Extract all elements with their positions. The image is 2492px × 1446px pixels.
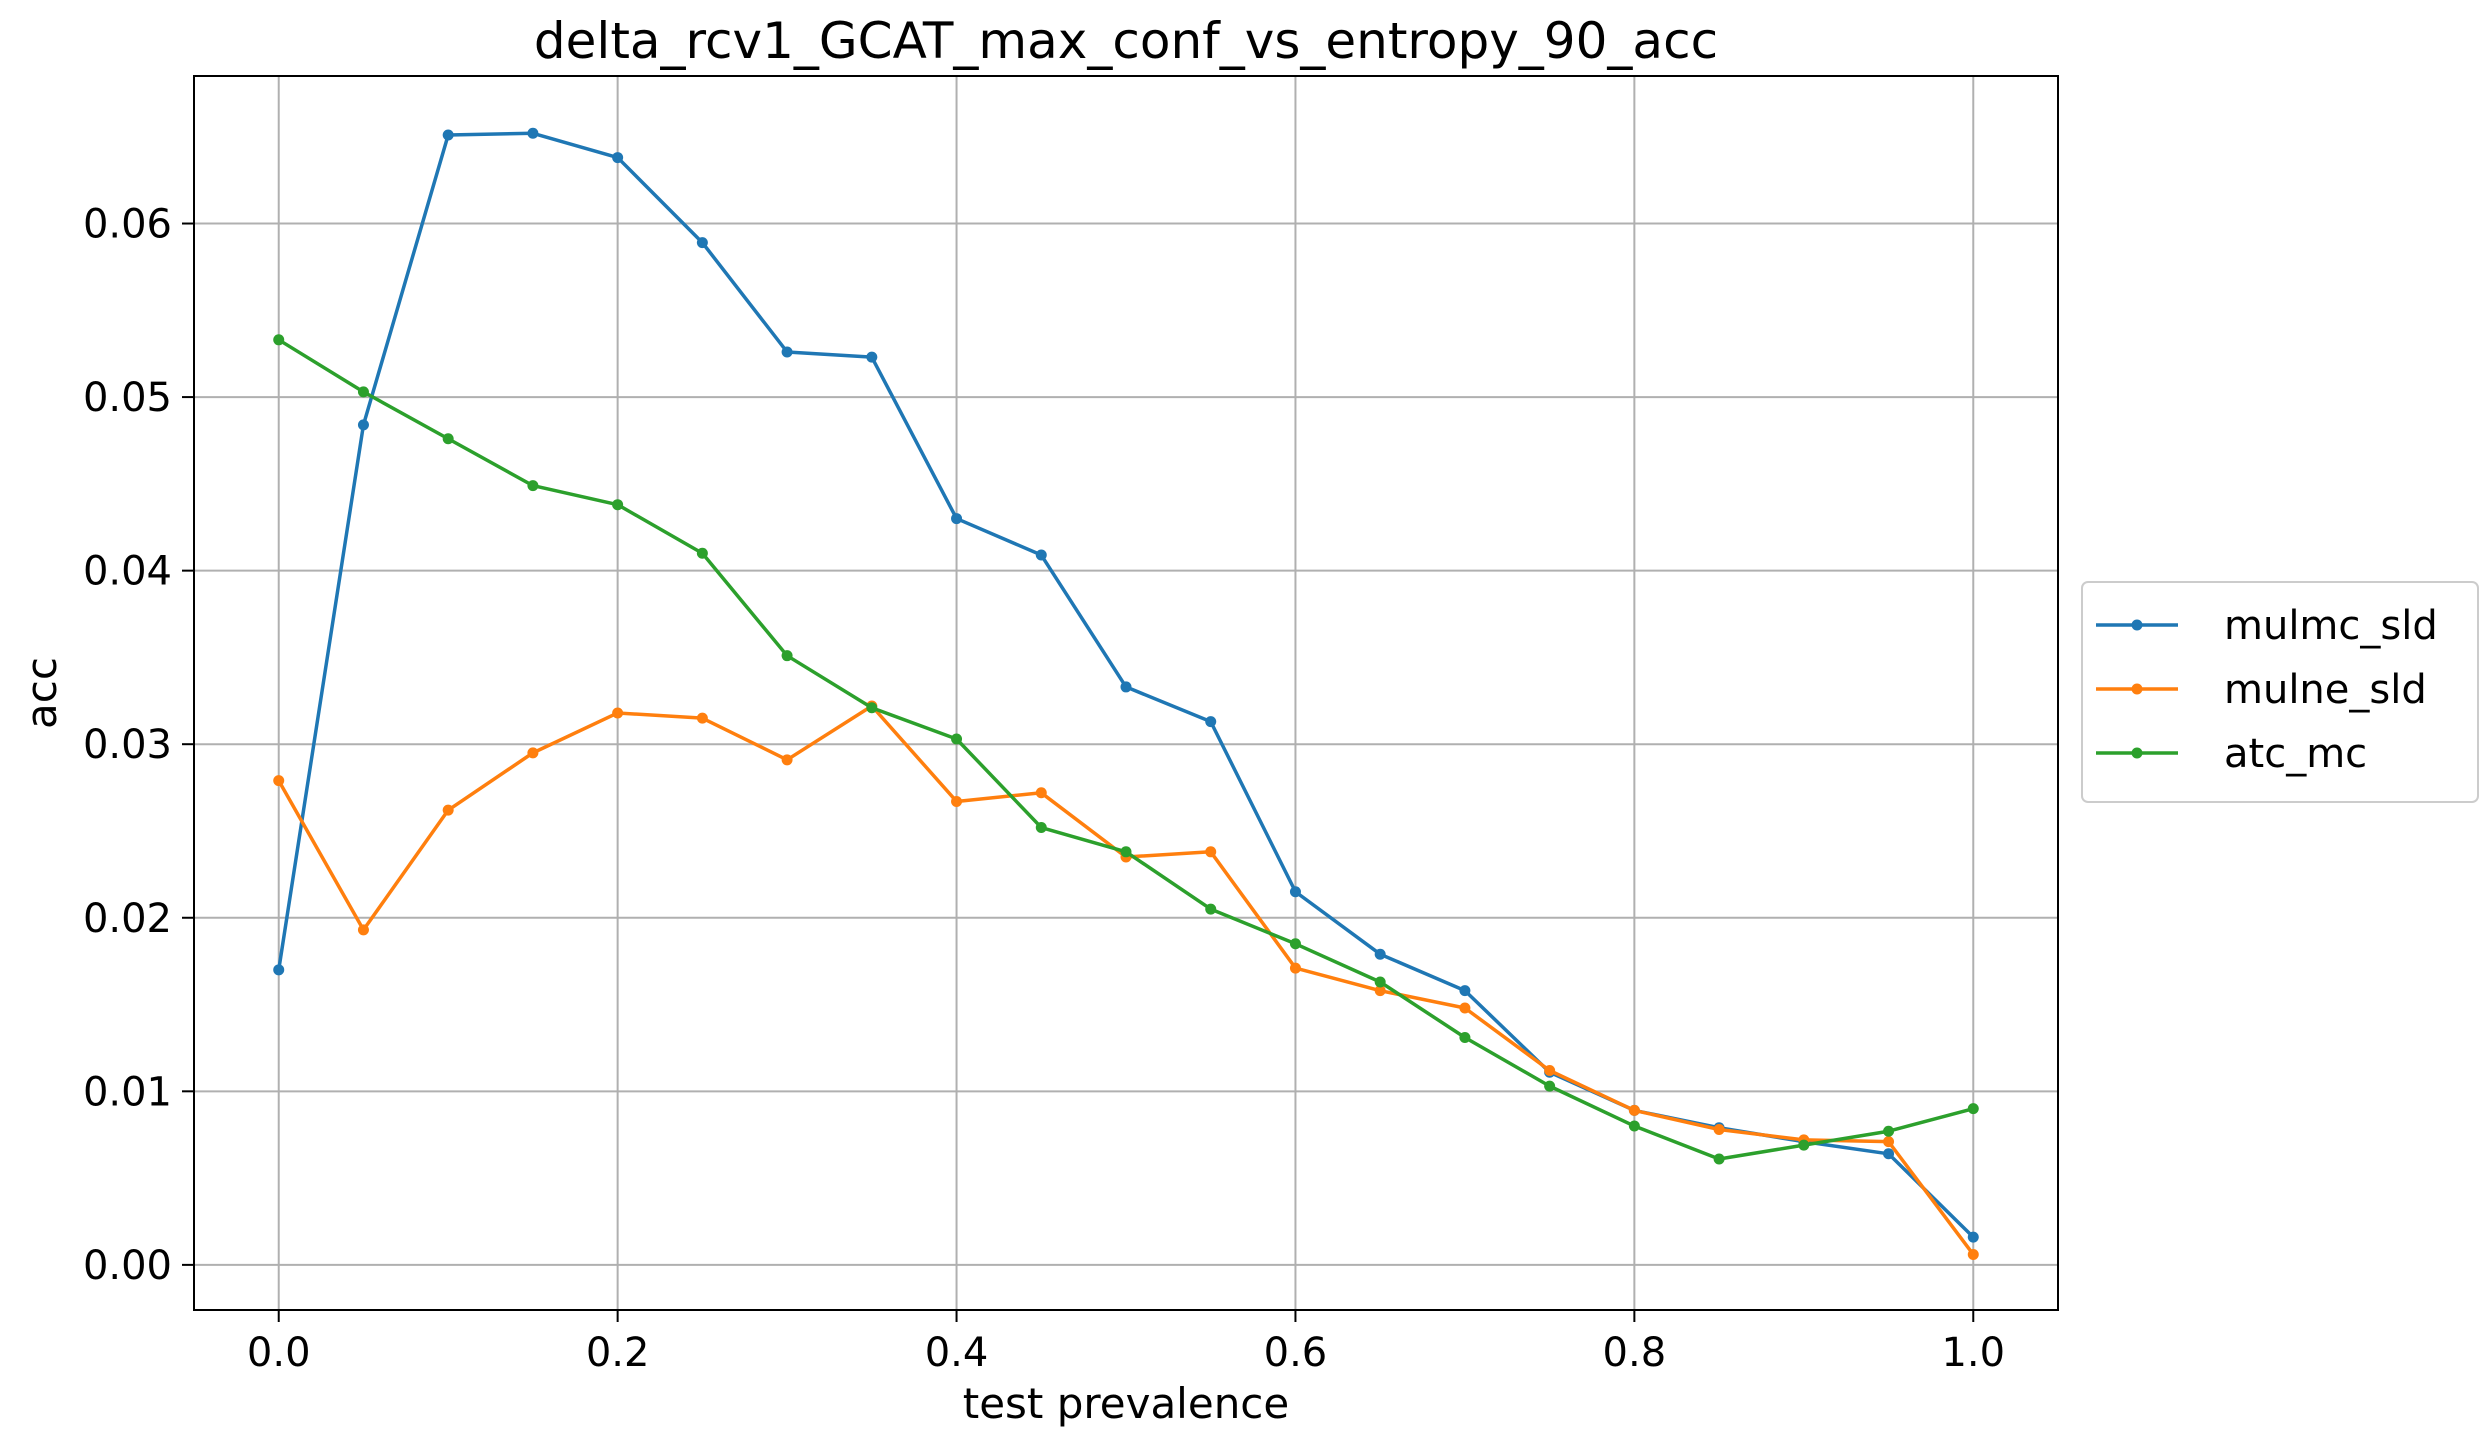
data-point <box>1289 886 1301 898</box>
data-point <box>357 924 369 936</box>
x-tick-label: 1.0 <box>1941 1330 2005 1376</box>
data-point <box>866 702 878 714</box>
legend-label: mulne_sld <box>2224 667 2427 713</box>
legend-marker <box>2131 683 2143 695</box>
legend: mulmc_sld mulne_sld atc_mc <box>2081 581 2479 803</box>
data-point <box>781 754 793 766</box>
data-point <box>357 386 369 398</box>
x-tick-label: 0.4 <box>925 1330 989 1376</box>
data-point <box>1035 549 1047 561</box>
x-tick-label: 0.0 <box>247 1330 311 1376</box>
data-point <box>442 804 454 816</box>
data-point <box>1713 1153 1725 1165</box>
data-point <box>1289 962 1301 974</box>
data-point <box>442 433 454 445</box>
data-point <box>1883 1136 1895 1148</box>
y-tick-label: 0.04 <box>83 549 172 595</box>
data-point <box>1120 681 1132 693</box>
data-point <box>357 419 369 431</box>
data-point <box>1459 1002 1471 1014</box>
legend-item: mulmc_sld <box>2096 603 2438 649</box>
y-tick-label: 0.06 <box>83 202 172 248</box>
data-point <box>442 129 454 141</box>
series-line <box>277 704 1975 1256</box>
y-tick-label: 0.02 <box>83 896 172 942</box>
plot-area-frame <box>193 75 2059 1311</box>
x-tick-label: 0.8 <box>1603 1330 1667 1376</box>
y-tick-label: 0.01 <box>83 1069 172 1115</box>
data-point <box>696 237 708 249</box>
data-point <box>1967 1248 1979 1260</box>
axis-ticks: 0.0 0.2 0.4 0.6 0.8 1.0 0.00 0.01 0.02 0.03 0.04 0.… <box>83 202 2005 1376</box>
data-point <box>1459 985 1471 997</box>
data-point <box>1205 846 1217 858</box>
data-point <box>781 346 793 358</box>
data-point <box>696 547 708 559</box>
legend-items: mulmc_sld mulne_sld atc_mc <box>2096 603 2438 777</box>
data-point <box>1035 787 1047 799</box>
y-tick-label: 0.00 <box>83 1243 172 1289</box>
data-point <box>1628 1120 1640 1132</box>
legend-item: atc_mc <box>2096 731 2367 777</box>
data-point <box>612 499 624 511</box>
data-point <box>1205 716 1217 728</box>
data-point <box>1713 1123 1725 1135</box>
data-point <box>527 480 539 492</box>
data-point <box>1883 1125 1895 1137</box>
data-point <box>1035 822 1047 834</box>
legend-marker <box>2131 619 2143 631</box>
data-point <box>951 733 963 745</box>
data-point <box>527 127 539 139</box>
series-mulmc_sld <box>273 127 1979 1243</box>
data-point <box>273 964 285 976</box>
data-point <box>696 712 708 724</box>
legend-label: mulmc_sld <box>2224 603 2438 649</box>
data-point <box>1967 1231 1979 1243</box>
data-point <box>1120 846 1132 858</box>
series-atc_mc <box>273 334 1979 1165</box>
data-point <box>612 152 624 164</box>
data-point <box>1374 985 1386 997</box>
legend-item: mulne_sld <box>2096 667 2427 713</box>
y-tick-label: 0.05 <box>83 375 172 421</box>
data-point <box>1459 1032 1471 1044</box>
data-point <box>951 795 963 807</box>
data-point <box>273 775 285 787</box>
legend-label: atc_mc <box>2224 731 2367 777</box>
data-point <box>273 334 285 346</box>
data-point <box>1628 1104 1640 1116</box>
x-tick-label: 0.6 <box>1264 1330 1328 1376</box>
x-tick-label: 0.2 <box>586 1330 650 1376</box>
legend-box <box>2081 581 2479 803</box>
data-point <box>612 707 624 719</box>
data-point <box>1798 1139 1810 1151</box>
data-point <box>951 513 963 525</box>
data-point <box>1544 1080 1556 1092</box>
series-mulne_sld <box>273 700 1979 1260</box>
data-point <box>1289 938 1301 950</box>
data-point <box>1374 976 1386 988</box>
grid <box>194 76 2058 1310</box>
data-point <box>1205 903 1217 915</box>
data-point <box>781 650 793 662</box>
x-axis-label: test prevalence <box>963 1379 1290 1428</box>
legend-marker <box>2131 747 2143 759</box>
data-point <box>1374 948 1386 960</box>
data-point <box>1544 1064 1556 1076</box>
data-point <box>1883 1148 1895 1160</box>
chart-title: delta_rcv1_GCAT_max_conf_vs_entropy_90_a… <box>534 12 1718 70</box>
data-point <box>1967 1103 1979 1115</box>
y-axis-label: acc <box>17 657 66 729</box>
data-point <box>866 351 878 363</box>
series-layer <box>273 127 1979 1260</box>
y-tick-label: 0.03 <box>83 722 172 768</box>
data-point <box>527 747 539 759</box>
